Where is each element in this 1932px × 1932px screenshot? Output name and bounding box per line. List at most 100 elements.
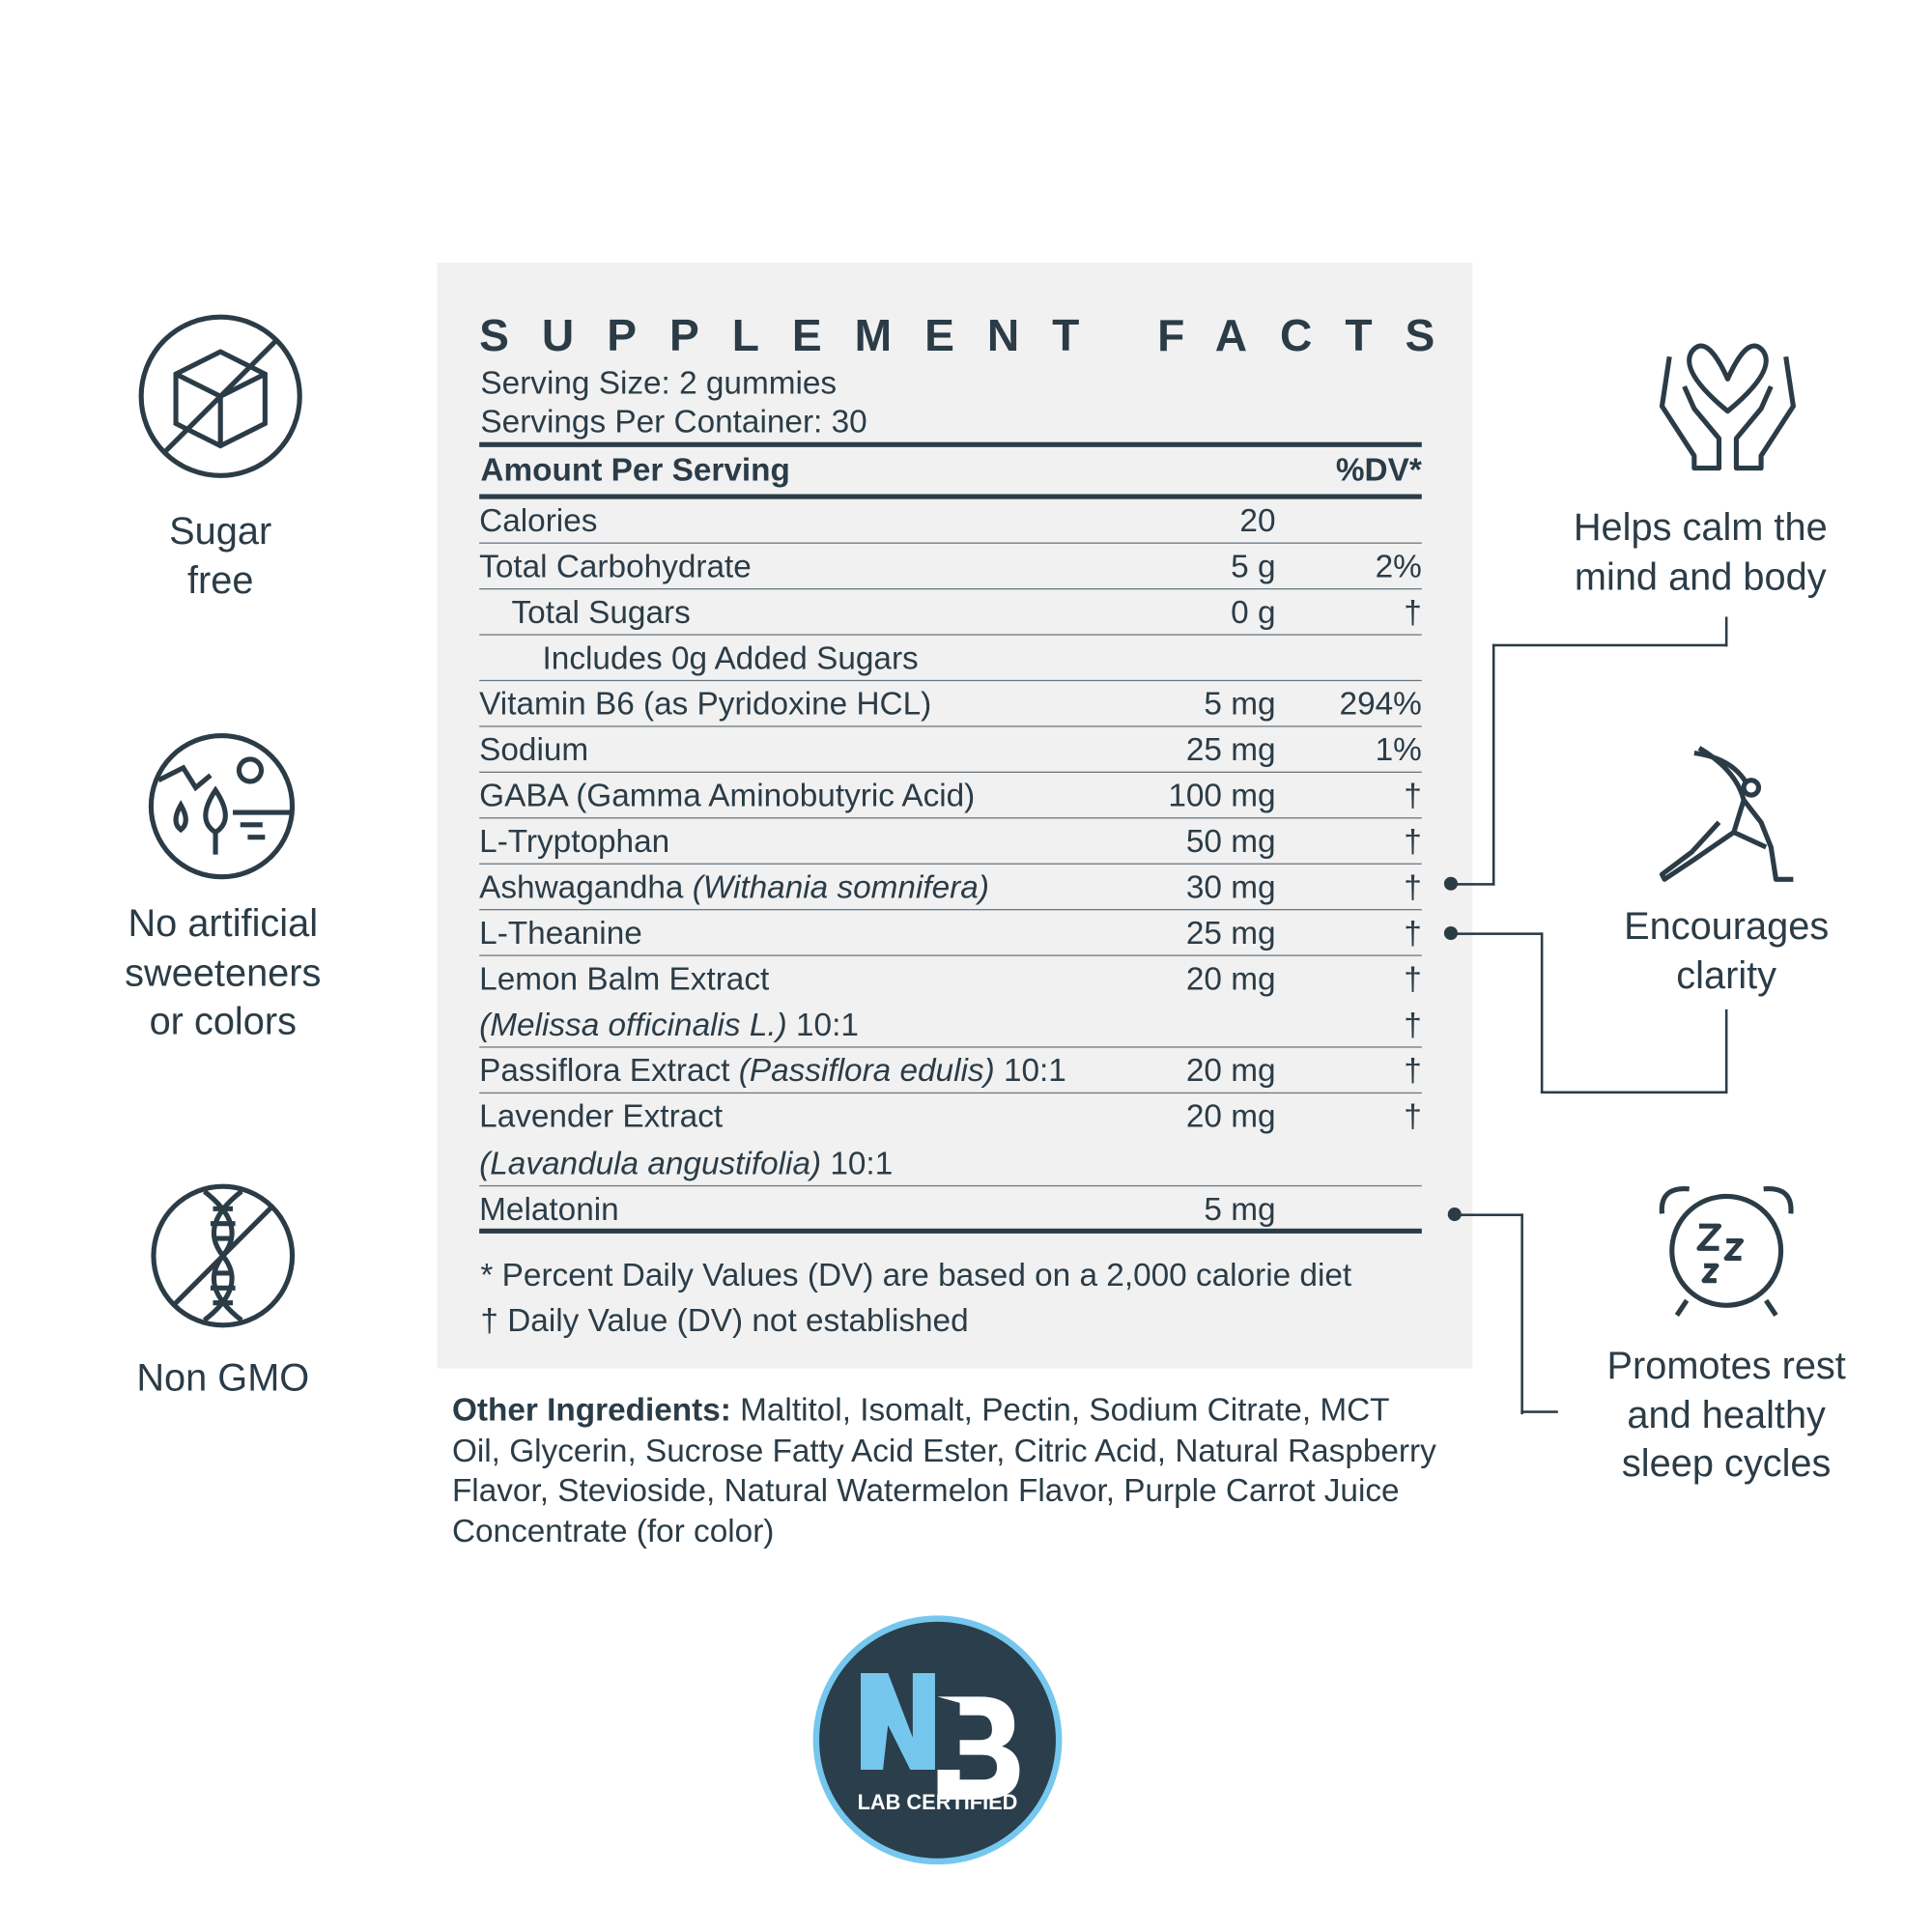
nutrient-name-text: L-Tryptophan xyxy=(479,822,670,860)
table-row: (Melissa officinalis L.) 10:1 † xyxy=(479,1003,1422,1048)
header-amount: Amount Per Serving xyxy=(480,450,790,489)
nutrient-amount: 25 mg xyxy=(1185,730,1276,768)
nutrient-name-text: Calories xyxy=(479,501,598,539)
nutrient-ratio: 10:1 xyxy=(821,1144,894,1181)
yoga-pose-icon xyxy=(1659,746,1794,882)
logo-caption: LAB CERTIFIED xyxy=(858,1790,1018,1814)
table-row: Calories 20 xyxy=(479,497,1422,544)
nutrient-latin-name: (Melissa officinalis L.) xyxy=(479,1006,787,1043)
nutrient-dv: † xyxy=(1404,959,1422,998)
connector-line xyxy=(1540,1009,1728,1094)
table-row: Sodium 25 mg 1% xyxy=(479,727,1422,773)
nutrient-name: Lavender Extract xyxy=(479,1097,723,1134)
connector-line xyxy=(1451,643,1495,886)
nutrient-dv: † xyxy=(1404,822,1422,860)
nutrient-name-text: Ashwagandha xyxy=(479,867,693,906)
nutrient-name-text: Lemon Balm Extract xyxy=(479,959,770,998)
benefit-sleep: Promotes rest and healthy sleep cycles xyxy=(1541,1341,1913,1488)
nutrient-name-text: Vitamin B6 (as Pyridoxine HCL) xyxy=(479,684,932,723)
table-row: Vitamin B6 (as Pyridoxine HCL) 5 mg 294% xyxy=(479,681,1422,727)
label-line: and healthy xyxy=(1627,1392,1826,1436)
connector-line xyxy=(1451,932,1544,1093)
nutrient-dv: 294% xyxy=(1339,684,1422,723)
table-header: Amount Per Serving %DV* xyxy=(480,451,1421,490)
nutrient-name: GABA (Gamma Aminobutyric Acid) xyxy=(479,777,975,813)
nutrient-name: Calories xyxy=(479,501,597,538)
nutrient-amount: 25 mg xyxy=(1185,914,1276,952)
label-line: Sugar xyxy=(169,508,272,553)
nutrient-name-text: GABA (Gamma Aminobutyric Acid) xyxy=(479,776,976,814)
table-row: Total Sugars 0 g † xyxy=(479,589,1422,636)
nutrient-name-text: L-Theanine xyxy=(479,914,642,952)
nutrient-name: L-Tryptophan xyxy=(479,822,669,859)
nutrient-name: Melatonin xyxy=(479,1190,619,1227)
connector-dot xyxy=(1443,876,1458,891)
logo-b-mark xyxy=(937,1696,1020,1800)
nutrient-latin-name: (Withania somnifera) xyxy=(692,867,989,906)
nutrient-amount: 5 mg xyxy=(1204,1189,1276,1227)
nutrient-dv: † xyxy=(1404,776,1422,814)
nutrient-name-text: Lavender Extract xyxy=(479,1097,724,1135)
other-ingredients-label: Other Ingredients: xyxy=(451,1390,731,1429)
table-row: (Lavandula angustifolia) 10:1 xyxy=(479,1140,1422,1186)
nutrient-name-text: Passiflora Extract xyxy=(479,1051,739,1090)
nutrient-name-text: Melatonin xyxy=(479,1189,619,1227)
table-row: Ashwagandha (Withania somnifera) 30 mg † xyxy=(479,865,1422,911)
nutrient-name: (Melissa officinalis L.) 10:1 xyxy=(479,1006,859,1042)
nutrient-name-text: Total Sugars xyxy=(511,593,691,631)
rule-thick xyxy=(479,494,1422,499)
table-row: Total Carbohydrate 5 g 2% xyxy=(479,544,1422,590)
nutrient-amount: 20 mg xyxy=(1185,959,1276,998)
connector-line xyxy=(1455,1213,1523,1415)
nutrient-amount: 20 mg xyxy=(1185,1051,1276,1090)
nutrient-name: Sodium xyxy=(479,730,588,767)
nutrient-name: Includes 0g Added Sugars xyxy=(479,639,919,676)
alarm-clock-zzz-icon xyxy=(1659,1186,1794,1317)
nutrient-name: Ashwagandha (Withania somnifera) xyxy=(479,868,989,905)
nutrient-dv: 2% xyxy=(1375,547,1422,585)
nutrient-dv: † xyxy=(1404,1097,1422,1135)
footnote-dagger: † Daily Value (DV) not established xyxy=(480,1301,969,1339)
nutrient-dv: † xyxy=(1404,1006,1422,1043)
nutrient-name: (Lavandula angustifolia) 10:1 xyxy=(479,1144,893,1180)
nutrient-name-text: Sodium xyxy=(479,730,589,768)
label-line: Helps calm the xyxy=(1573,505,1828,549)
rule-thick xyxy=(479,1228,1422,1234)
table-row: Passiflora Extract (Passiflora edulis) 1… xyxy=(479,1048,1422,1094)
badge-non-gmo: Non GMO xyxy=(37,1353,409,1403)
hands-heart-icon xyxy=(1659,343,1796,471)
nutrient-amount: 0 g xyxy=(1231,593,1276,631)
serving-size: Serving Size: 2 gummies xyxy=(480,363,838,402)
nutrient-dv: 1% xyxy=(1375,730,1422,768)
label-line: No artificial xyxy=(128,901,319,946)
logo-m-mark xyxy=(861,1673,935,1771)
facts-table: Calories 20 Total Carbohydrate 5 g 2% Total S… xyxy=(479,497,1422,1233)
label-line: Promotes rest xyxy=(1606,1344,1846,1387)
nutrient-dv: † xyxy=(1404,593,1422,631)
connector-line xyxy=(1520,1410,1558,1413)
benefit-calm: Helps calm the mind and body xyxy=(1515,503,1887,601)
label-line: sleep cycles xyxy=(1621,1441,1832,1486)
nutrient-amount: 50 mg xyxy=(1185,822,1276,860)
nutrient-amount: 20 mg xyxy=(1185,1097,1276,1135)
nutrient-dv: † xyxy=(1404,914,1422,952)
nutrient-name-text: Total Carbohydrate xyxy=(479,547,752,585)
badge-no-artificial: No artificial sweeteners or colors xyxy=(37,899,409,1046)
label-line: Non GMO xyxy=(136,1355,310,1400)
table-row: Lemon Balm Extract 20 mg † xyxy=(479,956,1422,1003)
label-line: mind and body xyxy=(1574,554,1827,598)
connector-dot xyxy=(1447,1207,1462,1222)
nutrient-name: Total Sugars xyxy=(479,593,691,631)
nutrient-ratio: 10:1 xyxy=(994,1051,1066,1090)
nutrient-ratio: 10:1 xyxy=(786,1006,859,1043)
nutrient-name: Passiflora Extract (Passiflora edulis) 1… xyxy=(479,1052,1066,1089)
other-ingredients: Other Ingredients: Maltitol, Isomalt, Pe… xyxy=(452,1389,1443,1550)
nutrient-name: Total Carbohydrate xyxy=(479,548,752,584)
mb-lab-certified-logo: LAB CERTIFIED xyxy=(812,1615,1063,1865)
nutrient-amount: 5 g xyxy=(1231,547,1276,585)
nutrient-name: Vitamin B6 (as Pyridoxine HCL) xyxy=(479,685,931,722)
nutrient-name: Lemon Balm Extract xyxy=(479,960,769,997)
connector-line xyxy=(1492,616,1728,647)
connector-dot xyxy=(1443,925,1458,941)
